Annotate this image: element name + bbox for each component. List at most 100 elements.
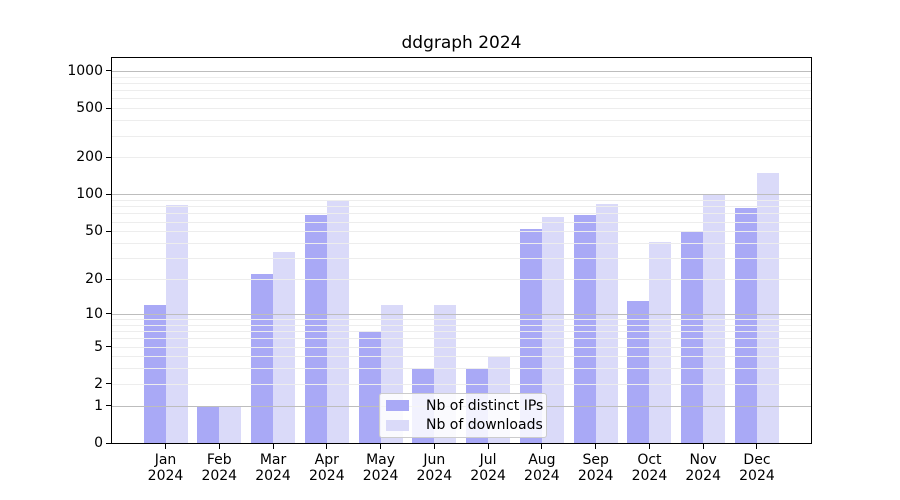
y-tick-label: 10 [85, 305, 103, 322]
legend-row-distinct-ips: Nb of distinct IPs [380, 398, 546, 414]
y-gridline-major [112, 313, 811, 315]
x-tick-label: Nov 2024 [685, 452, 721, 484]
y-tick-mark [106, 193, 112, 195]
x-tick-mark [756, 443, 758, 449]
y-gridline-minor [112, 157, 811, 159]
y-tick-mark [106, 405, 112, 407]
y-gridline-minor [112, 324, 811, 326]
x-tick-mark [165, 443, 166, 449]
y-gridline-minor [112, 76, 811, 78]
y-gridline-minor [112, 213, 811, 215]
x-tick-label: Dec 2024 [739, 452, 775, 484]
y-gridline-minor [112, 368, 811, 370]
y-gridline-minor [112, 120, 811, 122]
x-tick-mark [380, 443, 382, 449]
y-gridline-minor [112, 319, 811, 320]
y-gridline-minor [112, 243, 811, 245]
y-tick-mark [106, 156, 112, 158]
x-tick-label: Apr 2024 [308, 452, 345, 484]
y-gridline-minor [112, 258, 811, 260]
legend-label-downloads: Nb of downloads [426, 417, 543, 434]
x-tick-mark [541, 443, 543, 449]
y-gridline-minor [112, 90, 811, 92]
bar-downloads [165, 205, 188, 443]
bar-distinct-ips [681, 232, 704, 443]
y-tick-label: 20 [85, 271, 103, 288]
bar-downloads [541, 216, 564, 443]
x-tick-mark [326, 443, 328, 449]
x-tick-mark [272, 443, 274, 449]
legend-row-downloads: Nb of downloads [380, 417, 546, 433]
x-tick-mark [595, 443, 597, 449]
x-tick-label: Feb 2024 [201, 452, 238, 484]
y-gridline-minor [112, 383, 811, 385]
legend-swatch-downloads [386, 420, 409, 431]
y-gridline-minor [112, 206, 811, 208]
y-gridline-minor [112, 231, 811, 233]
y-gridline-major [112, 194, 811, 196]
y-tick-mark [106, 70, 112, 72]
y-tick-label: 500 [76, 100, 103, 117]
y-gridline-minor [112, 346, 811, 348]
x-tick-label: Oct 2024 [631, 452, 668, 484]
legend-swatch-distinct-ips [386, 400, 409, 411]
y-tick-label: 0 [94, 435, 103, 451]
y-tick-mark [106, 278, 112, 280]
x-tick-label: Sep 2024 [577, 452, 614, 484]
y-gridline-minor [112, 135, 811, 137]
y-gridline-minor [112, 82, 811, 84]
y-gridline-minor [112, 331, 811, 333]
y-tick-mark [106, 313, 112, 315]
y-tick-label: 2 [94, 375, 103, 392]
legend-label-distinct-ips: Nb of distinct IPs [426, 397, 544, 414]
y-gridline-minor [112, 221, 811, 223]
y-gridline-major [112, 70, 811, 72]
y-gridline-minor [112, 108, 811, 110]
x-tick-label: Jan 2024 [147, 452, 184, 484]
legend: Nb of distinct IPs Nb of downloads [379, 393, 547, 438]
y-gridline-minor [112, 356, 811, 358]
y-tick-label: 5 [94, 338, 103, 355]
x-tick-mark [487, 443, 489, 449]
bar-downloads [595, 204, 618, 443]
y-tick-label: 1000 [67, 62, 103, 79]
x-tick-label: May 2024 [362, 452, 399, 484]
bar-distinct-ips [197, 405, 220, 443]
bar-distinct-ips [358, 331, 381, 443]
bar-distinct-ips [519, 229, 542, 443]
x-tick-label: Jun 2024 [416, 452, 453, 484]
bar-downloads [219, 405, 242, 443]
x-tick-label: Jul 2024 [470, 452, 506, 484]
y-tick-label: 100 [76, 186, 103, 203]
y-gridline-minor [112, 98, 811, 100]
x-tick-mark [702, 443, 704, 449]
x-tick-mark [433, 443, 435, 449]
y-tick-mark [106, 442, 112, 444]
y-gridline-minor [112, 279, 811, 281]
bar-distinct-ips [627, 300, 650, 443]
y-tick-label: 1 [94, 397, 103, 414]
bar-downloads [649, 241, 672, 443]
y-tick-label: 200 [76, 149, 103, 166]
bar-distinct-ips [251, 274, 274, 443]
chart-title: ddgraph 2024 [401, 33, 522, 53]
plot-area: Nb of distinct IPs Nb of downloads [111, 57, 812, 444]
bar-downloads [756, 172, 779, 443]
y-tick-mark [106, 383, 112, 385]
bar-distinct-ips [143, 304, 166, 443]
y-gridline-minor [112, 200, 811, 202]
x-tick-label: Aug 2024 [524, 452, 560, 484]
x-tick-mark [648, 443, 650, 449]
x-tick-label: Mar 2024 [255, 452, 291, 484]
y-gridline-minor [112, 338, 811, 340]
y-tick-mark [106, 107, 112, 109]
y-tick-label: 50 [85, 223, 103, 240]
bar-downloads [326, 200, 349, 443]
y-tick-mark [106, 230, 112, 232]
y-tick-mark [106, 346, 112, 347]
bar-distinct-ips [573, 214, 596, 443]
bar-distinct-ips [304, 214, 327, 443]
bar-downloads [703, 194, 726, 443]
x-tick-mark [218, 443, 220, 449]
